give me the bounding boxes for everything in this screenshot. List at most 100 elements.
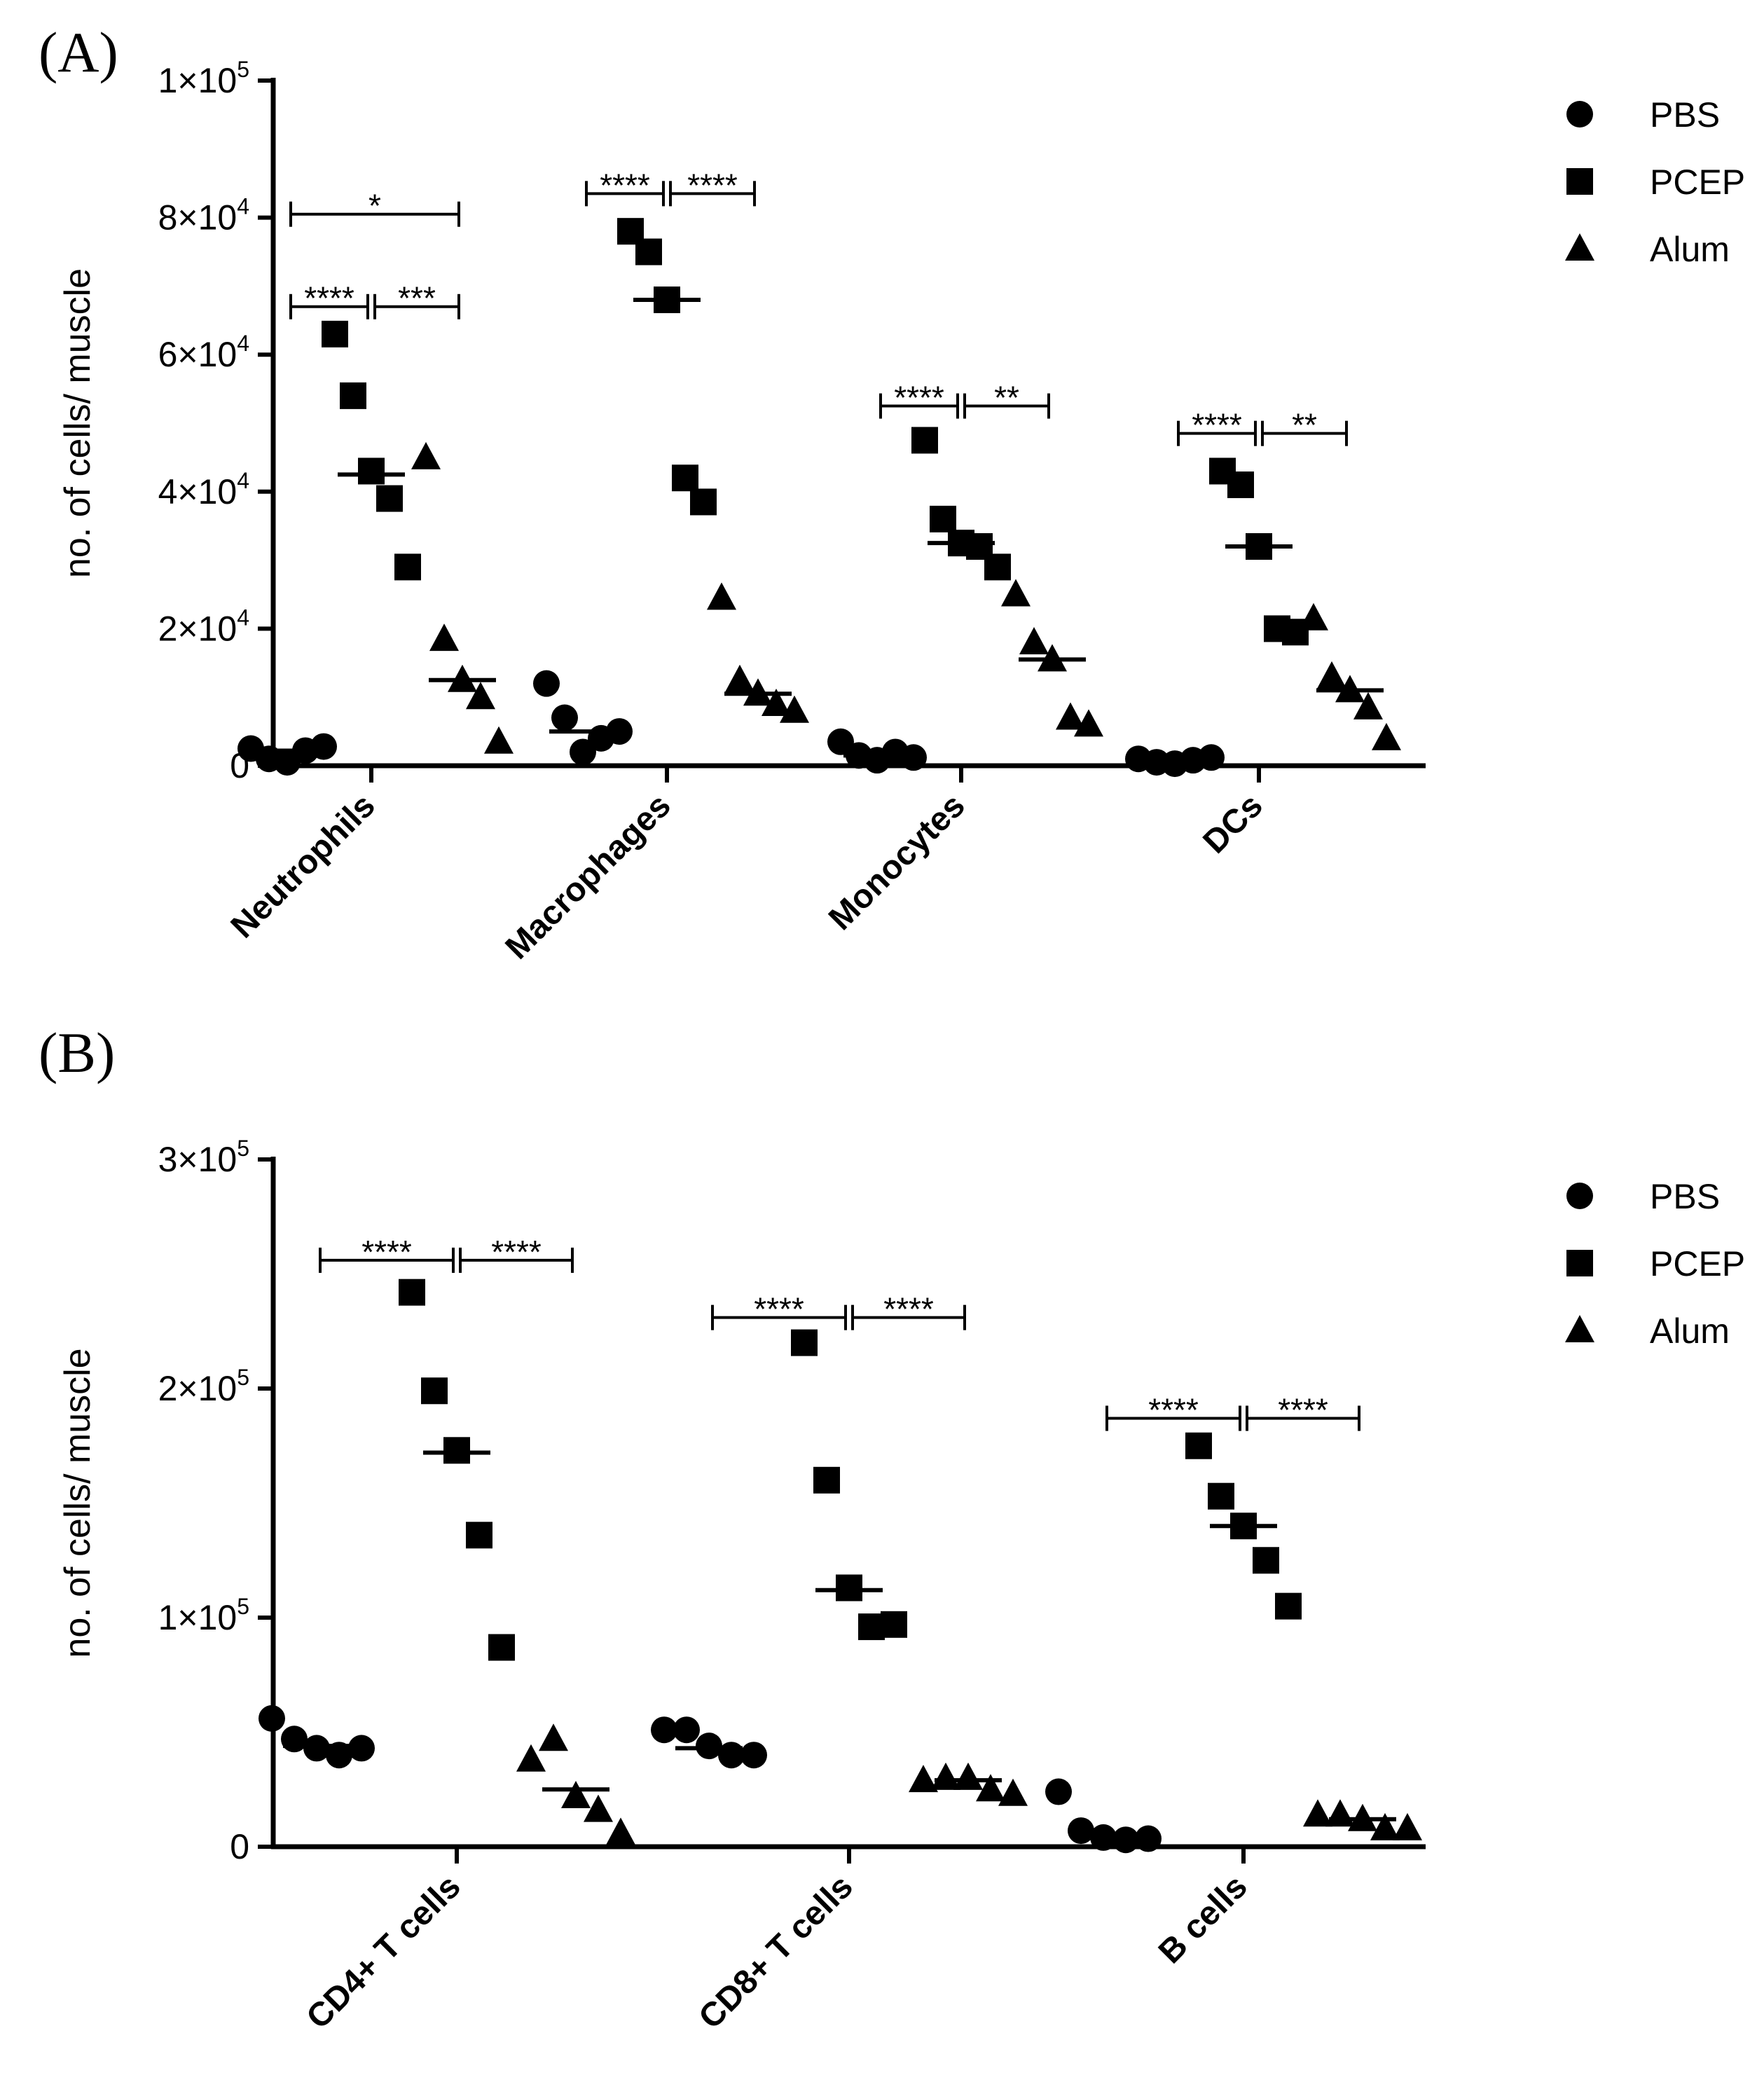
data-point-pcep — [791, 1329, 818, 1356]
legend: PBS PCEP Alum — [1565, 95, 1745, 269]
y-tick-label: 1×105 — [158, 57, 249, 100]
y-tick-label: 0 — [230, 1827, 249, 1866]
significance-bracket: **** — [669, 167, 756, 207]
data-point-pbs — [606, 718, 633, 745]
data-point-pbs — [651, 1716, 677, 1744]
data-point-pcep — [930, 505, 956, 532]
data-point-pbs — [1045, 1778, 1072, 1805]
data-point-pbs — [310, 733, 337, 760]
significance-bracket: **** — [459, 1234, 574, 1273]
significance-label: ** — [994, 380, 1019, 416]
data-point-pcep — [443, 1437, 470, 1464]
data-point-alum — [1372, 722, 1401, 750]
data-point-pcep — [836, 1574, 862, 1602]
legend-marker-pbs — [1566, 1183, 1593, 1209]
significance-label: **** — [361, 1234, 412, 1270]
data-point-alum — [909, 1765, 938, 1793]
data-point-alum — [1317, 661, 1346, 689]
data-point-pbs — [348, 1735, 375, 1762]
data-point-alum — [1393, 1812, 1422, 1840]
significance-bracket: **** — [851, 1291, 966, 1330]
significance-bracket: **** — [289, 280, 369, 319]
data-point-alum — [584, 1794, 613, 1822]
significance-label: ** — [1292, 407, 1317, 443]
category-label-cd4-t-cells: CD4+ T cells — [299, 1868, 467, 2036]
data-point-alum — [725, 664, 754, 692]
legend-marker-pcep — [1566, 168, 1593, 195]
significance-label: **** — [754, 1291, 804, 1328]
category-label-monocytes: Monocytes — [822, 787, 972, 937]
data-point-alum — [484, 726, 514, 754]
legend-label-pcep: PCEP — [1650, 1244, 1745, 1283]
significance-bracket: *** — [373, 280, 460, 319]
data-point-pbs — [900, 744, 927, 771]
significance-bracket: **** — [1177, 407, 1257, 446]
legend-marker-pbs — [1566, 101, 1593, 128]
legend-label-pbs: PBS — [1650, 1177, 1720, 1216]
data-point-pcep — [690, 488, 717, 516]
data-point-alum — [1299, 602, 1328, 631]
y-axis-title: no. of cells/ muscle — [57, 1348, 98, 1658]
data-point-pbs — [673, 1716, 700, 1744]
data-point-alum — [516, 1744, 546, 1772]
data-point-pcep — [488, 1634, 515, 1661]
significance-bracket: **** — [1105, 1392, 1241, 1431]
data-point-pbs — [259, 1704, 285, 1732]
data-point-pcep — [881, 1611, 907, 1638]
legend-label-pcep: PCEP — [1650, 163, 1745, 202]
data-point-alum — [1019, 626, 1049, 654]
significance-label: **** — [894, 380, 944, 416]
significance-label: **** — [1278, 1392, 1328, 1428]
data-point-alum — [707, 582, 736, 610]
data-point-alum — [780, 695, 809, 723]
data-point-alum — [1303, 1799, 1332, 1827]
y-tick-label: 1×105 — [158, 1594, 249, 1637]
significance-label: **** — [883, 1291, 934, 1328]
data-point-pbs — [696, 1733, 722, 1760]
panel-b: (B) 0 1×105 2×105 3×105 no. of cells/ muscle C… — [39, 1021, 1745, 2037]
significance-label: **** — [491, 1234, 542, 1270]
data-point-pcep — [1208, 1482, 1234, 1510]
data-point-pcep — [394, 553, 421, 581]
data-point-pbs — [551, 704, 578, 731]
data-point-pcep — [911, 427, 938, 454]
y-tick-label: 2×105 — [158, 1365, 249, 1408]
legend: PBS PCEP Alum — [1565, 1177, 1745, 1351]
y-tick-label: 3×105 — [158, 1136, 249, 1179]
legend-marker-pcep — [1566, 1250, 1593, 1276]
data-point-alum — [1370, 1812, 1400, 1840]
data-point-pcep — [421, 1377, 448, 1405]
data-point-pcep — [466, 1522, 492, 1549]
data-point-pbs — [570, 738, 596, 766]
data-point-pbs — [1090, 1824, 1117, 1851]
data-point-pcep — [322, 320, 348, 347]
data-point-pcep — [858, 1613, 885, 1641]
panel-label-b: (B) — [39, 1021, 115, 1084]
significance-label: * — [368, 188, 381, 224]
legend-label-pbs: PBS — [1650, 95, 1720, 135]
significance-bracket: ** — [1261, 407, 1348, 446]
data-point-alum — [429, 624, 459, 652]
y-tick-label: 8×104 — [158, 194, 249, 237]
data-point-pbs — [1198, 744, 1225, 771]
category-label-macrophages: Macrophages — [499, 787, 678, 966]
panel-label-a: (A) — [39, 20, 118, 84]
data-point-pcep — [1185, 1432, 1212, 1459]
data-point-alum — [762, 688, 791, 716]
y-tick-label: 6×104 — [158, 331, 249, 374]
data-point-alum — [411, 441, 441, 469]
data-point-pcep — [813, 1466, 840, 1494]
data-point-alum — [466, 682, 495, 710]
significance-bracket: **** — [1246, 1392, 1360, 1431]
category-label-neutrophils: Neutrophils — [224, 787, 383, 945]
data-point-pbs — [533, 670, 560, 697]
legend-label-alum: Alum — [1650, 1311, 1730, 1351]
data-point-pbs — [827, 728, 854, 755]
data-point-alum — [976, 1774, 1005, 1802]
data-point-pcep — [635, 238, 662, 266]
category-label-b-cells: B cells — [1152, 1868, 1255, 1971]
significance-label: **** — [600, 167, 650, 203]
data-point-pbs — [1068, 1817, 1094, 1845]
